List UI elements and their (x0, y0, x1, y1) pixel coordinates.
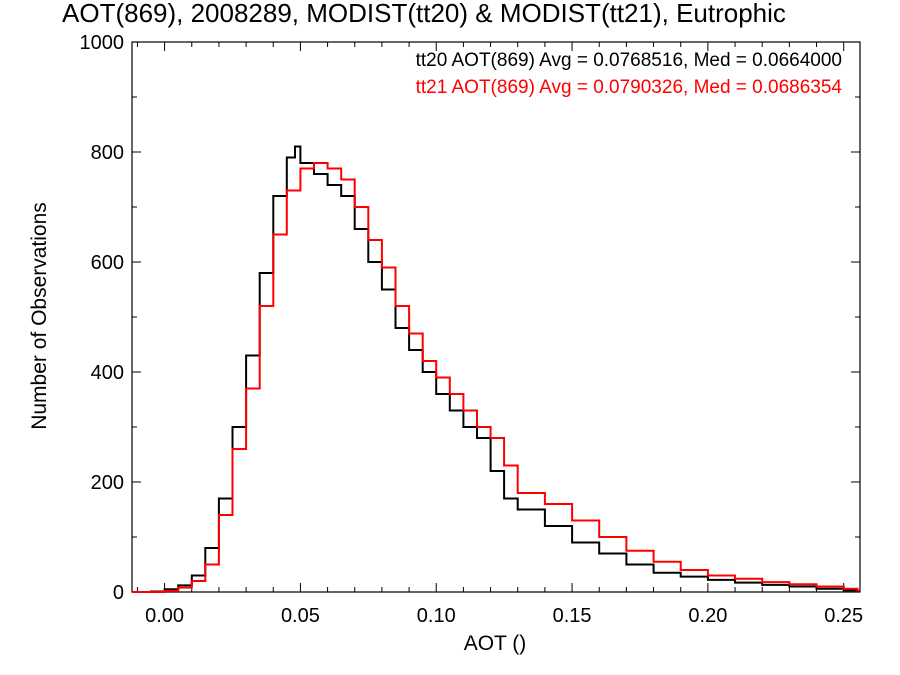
y-axis-label: Number of Observations (28, 202, 51, 430)
y-tick-label: 200 (91, 472, 124, 494)
y-tick-label: 0 (113, 582, 124, 604)
x-tick-label: 0.05 (281, 605, 320, 627)
y-tick-label: 400 (91, 362, 124, 384)
series-line-tt21 (132, 162, 860, 593)
x-tick-label: 0.00 (145, 605, 184, 627)
legend-entry-tt21: tt21 AOT(869) Avg = 0.0790326, Med = 0.0… (415, 77, 842, 98)
legend-entry-tt20: tt20 AOT(869) Avg = 0.0768516, Med = 0.0… (415, 50, 842, 71)
y-tick-label: 800 (91, 142, 124, 164)
series-line-tt20 (132, 145, 860, 593)
x-tick-label: 0.10 (417, 605, 456, 627)
chart-title: AOT(869), 2008289, MODIST(tt20) & MODIST… (62, 0, 786, 28)
x-tick-label: 0.25 (824, 605, 863, 627)
plot-frame (131, 41, 861, 593)
x-tick-label: 0.20 (688, 605, 727, 627)
y-tick-label: 600 (91, 252, 124, 274)
y-tick-label: 1000 (80, 32, 125, 54)
x-axis-label: AOT () (463, 632, 527, 655)
x-tick-label: 0.15 (553, 605, 592, 627)
